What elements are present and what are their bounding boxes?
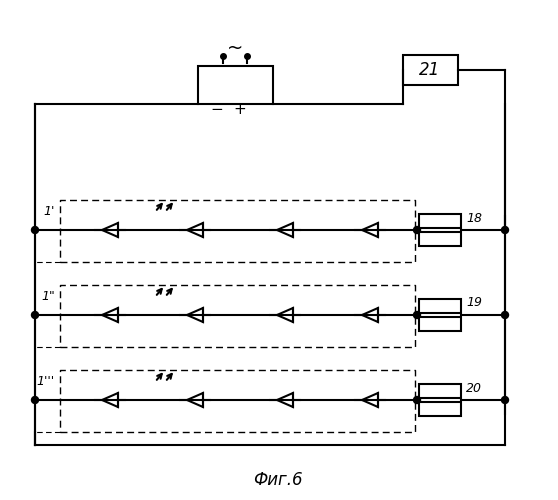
Circle shape	[502, 226, 508, 234]
Text: 1': 1'	[44, 205, 55, 218]
Text: 18: 18	[466, 212, 482, 224]
Text: ~: ~	[227, 38, 243, 58]
Circle shape	[31, 312, 39, 318]
Text: 19: 19	[466, 296, 482, 310]
Text: 1''': 1'''	[37, 375, 55, 388]
Circle shape	[413, 226, 421, 234]
Bar	[419, 402, 461, 416]
Circle shape	[31, 396, 39, 404]
Circle shape	[413, 312, 421, 318]
Text: −: −	[210, 102, 223, 116]
Bar	[419, 299, 461, 313]
Circle shape	[502, 396, 508, 404]
Text: 1": 1"	[41, 290, 55, 303]
Bar	[419, 317, 461, 331]
Bar	[419, 384, 461, 398]
Bar	[419, 214, 461, 228]
Text: 20: 20	[466, 382, 482, 394]
Bar	[419, 232, 461, 246]
Bar	[402, 55, 458, 85]
Text: 21: 21	[420, 61, 441, 79]
Circle shape	[502, 312, 508, 318]
Text: Фиг.6: Фиг.6	[253, 471, 303, 489]
Circle shape	[413, 396, 421, 404]
Bar	[198, 66, 272, 104]
Text: +: +	[234, 102, 247, 116]
Circle shape	[31, 226, 39, 234]
